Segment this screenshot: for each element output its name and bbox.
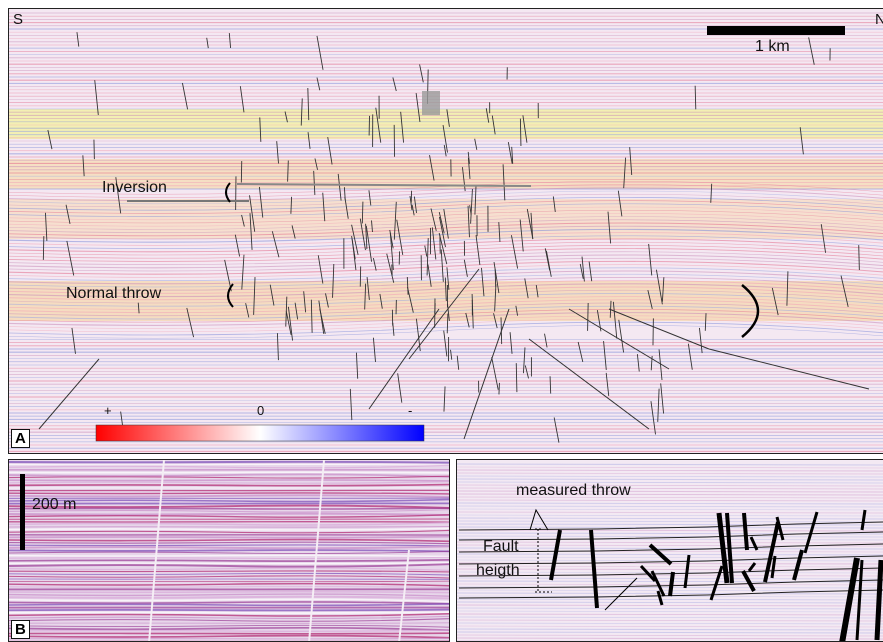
scale-label-200m: 200 m bbox=[32, 496, 77, 513]
panel-a-seismic-image bbox=[9, 9, 883, 453]
scale-bar-200m bbox=[20, 474, 25, 550]
panel-b-seismic-image bbox=[9, 460, 449, 641]
normal-throw-label: Normal throw bbox=[66, 285, 162, 302]
panel-b-letter: B bbox=[11, 620, 30, 639]
measured-throw-label: measured throw bbox=[516, 482, 631, 499]
scale-bar-1km bbox=[707, 26, 845, 35]
inversion-label: Inversion bbox=[102, 179, 167, 196]
scale-label-1km: 1 km bbox=[755, 38, 790, 55]
direction-north-label: N bbox=[875, 11, 883, 28]
colorbar-zero-label: 0 bbox=[257, 403, 265, 418]
panel-b-seismic-closeup: 200 m B bbox=[8, 459, 450, 642]
panel-c-interpretation-image bbox=[457, 460, 883, 641]
colorbar bbox=[95, 424, 425, 442]
panel-a-seismic-section: S N 1 km Inversion Normal throw + 0 - A bbox=[8, 8, 883, 454]
colorbar-plus-label: + bbox=[104, 403, 112, 418]
panel-a-letter: A bbox=[11, 429, 30, 448]
fault-label-line1: Fault bbox=[483, 538, 519, 555]
colorbar-minus-label: - bbox=[408, 403, 413, 418]
panel-c-fault-interpretation: measured throw Fault heigth bbox=[456, 459, 883, 642]
fault-height-label-line2: heigth bbox=[476, 562, 520, 579]
direction-south-label: S bbox=[13, 11, 24, 28]
